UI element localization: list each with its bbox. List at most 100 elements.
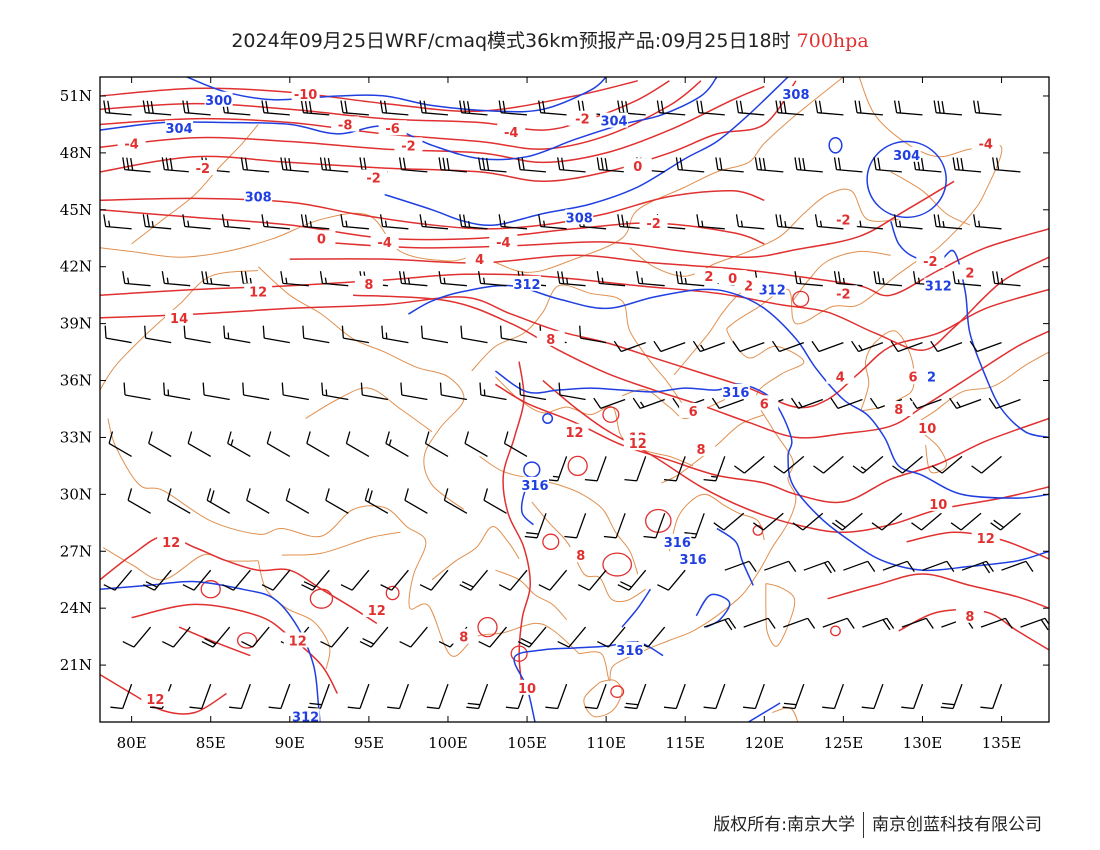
lon-tick-label: 135E bbox=[982, 734, 1022, 752]
wind-barb bbox=[108, 431, 132, 457]
wind-barb bbox=[498, 214, 528, 230]
contour-label-bg bbox=[639, 215, 668, 231]
wind-barb bbox=[862, 617, 895, 631]
wind-barb bbox=[980, 617, 1013, 629]
wind-barb bbox=[833, 157, 863, 173]
wind-barb bbox=[222, 569, 251, 591]
wind-barb bbox=[227, 431, 251, 457]
boundary-line bbox=[495, 376, 694, 467]
temperature-isotherm bbox=[100, 189, 765, 230]
height-isoline bbox=[542, 412, 554, 424]
contour-label-bg bbox=[244, 188, 273, 204]
wind-barb bbox=[851, 340, 884, 353]
wind-barb bbox=[578, 569, 607, 591]
wind-barb bbox=[596, 157, 626, 173]
temperature-isotherm bbox=[477, 617, 498, 638]
lon-tick-label: 130E bbox=[903, 734, 943, 752]
wind-barb bbox=[940, 683, 963, 710]
contour-label-bg bbox=[117, 135, 146, 151]
height-isoline bbox=[890, 220, 1049, 439]
wind-barb bbox=[617, 100, 646, 116]
wind-barb bbox=[988, 397, 1021, 410]
temperature-contour-label: -2 bbox=[575, 113, 589, 128]
wind-barb bbox=[319, 157, 349, 173]
contour-labels: 300 304 304 304 308 308 308 312 312 312 312 316 316 3… bbox=[117, 86, 1000, 722]
temperature-contour-label: 2 bbox=[744, 280, 753, 295]
wind-barb bbox=[764, 560, 797, 572]
contour-label-bg bbox=[370, 234, 399, 250]
height-contour-label: 316 bbox=[616, 644, 643, 659]
wind-barb bbox=[419, 214, 449, 230]
wind-barb bbox=[813, 455, 844, 474]
height-isoline bbox=[494, 370, 1049, 572]
wind-barb bbox=[782, 683, 805, 710]
temperature-contour-label: 8 bbox=[576, 549, 585, 564]
wind-barb bbox=[832, 512, 863, 531]
lon-tick-label: 100E bbox=[428, 734, 468, 752]
wind-barb bbox=[794, 157, 823, 173]
wind-barb bbox=[557, 626, 587, 648]
wind-barb bbox=[161, 271, 191, 287]
boundary-line bbox=[890, 171, 971, 226]
boundary-line bbox=[100, 77, 844, 273]
contour-label-bg bbox=[465, 251, 494, 267]
wind-barb bbox=[538, 569, 568, 591]
wind-barb bbox=[971, 455, 1002, 474]
wind-barb bbox=[643, 513, 666, 539]
wind-barb bbox=[142, 214, 172, 230]
wind-barb bbox=[398, 157, 428, 173]
wind-barb bbox=[182, 569, 212, 591]
wind-barb bbox=[419, 569, 449, 591]
height-isoline bbox=[100, 580, 321, 722]
copyright-text: 版权所有:南京大学 bbox=[713, 815, 855, 835]
contour-label-bg bbox=[829, 285, 858, 301]
boundary-line bbox=[257, 560, 331, 669]
wind-barb bbox=[426, 683, 449, 710]
wind-barb bbox=[773, 455, 805, 474]
boundary-line bbox=[495, 569, 567, 620]
wind-barb bbox=[419, 100, 449, 116]
wind-barb bbox=[703, 456, 726, 482]
temperature-isotherm bbox=[178, 626, 251, 657]
height-contour-label: 308 bbox=[566, 211, 593, 226]
height-contour-label: 316 bbox=[664, 536, 691, 551]
contour-label-bg bbox=[971, 529, 1000, 545]
wind-barb bbox=[345, 431, 370, 457]
wind-barb bbox=[300, 214, 330, 230]
wind-barb bbox=[909, 397, 942, 410]
footer-credits: 版权所有:南京大学 南京创蓝科技有限公司 bbox=[713, 810, 1042, 838]
temperature-contour-label: 0 bbox=[633, 160, 642, 175]
wind-barb bbox=[715, 157, 744, 173]
boundary-line bbox=[107, 418, 580, 657]
temperature-contour-label: 4 bbox=[836, 371, 845, 386]
wind-barb bbox=[110, 683, 133, 710]
temperature-contour-label: 8 bbox=[697, 443, 706, 458]
boundary-line bbox=[583, 679, 623, 718]
lon-tick-label: 90E bbox=[275, 734, 305, 752]
wind-barb bbox=[632, 397, 665, 410]
wind-barb bbox=[713, 512, 745, 531]
boundary-line bbox=[431, 526, 520, 581]
wind-barb bbox=[980, 683, 1003, 710]
wind-barb bbox=[584, 683, 607, 710]
contour-label-bg bbox=[826, 368, 855, 384]
wind-barb bbox=[182, 214, 211, 230]
wind-barb bbox=[724, 560, 757, 572]
temperature-contour-label: -2 bbox=[836, 287, 850, 302]
lon-tick-label: 120E bbox=[745, 734, 785, 752]
temperature-isotherm bbox=[385, 585, 400, 601]
lat-tick-label: 24N bbox=[60, 599, 92, 617]
contour-label-bg bbox=[615, 641, 644, 657]
wind-barb bbox=[221, 214, 251, 230]
contour-label-bg bbox=[204, 91, 233, 107]
temperature-isotherm bbox=[510, 645, 528, 662]
wind-barb bbox=[144, 325, 172, 344]
contour-label-bg bbox=[892, 146, 921, 162]
wind-barb bbox=[460, 325, 488, 344]
wind-barb bbox=[503, 431, 528, 457]
wind-barb bbox=[524, 513, 547, 539]
wind-barb bbox=[103, 569, 133, 591]
wind-barb bbox=[732, 340, 765, 353]
contour-label-bg bbox=[924, 277, 953, 293]
wind-barb bbox=[675, 157, 705, 173]
